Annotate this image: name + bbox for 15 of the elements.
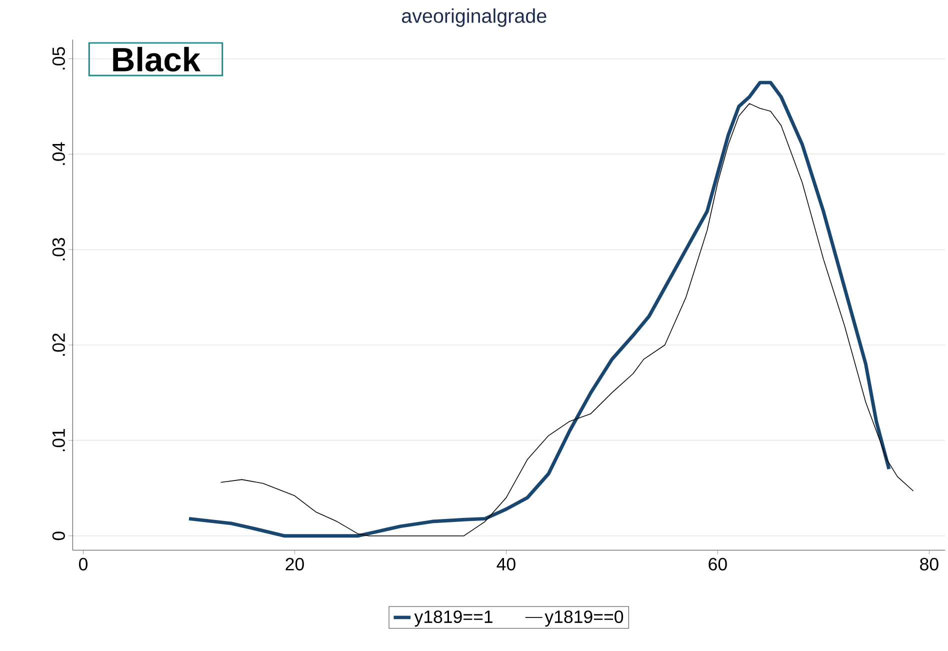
x-tick-label: 60 xyxy=(708,558,727,570)
legend-label: y1819==1 xyxy=(414,610,492,626)
x-tick-label: 80 xyxy=(920,558,938,570)
y-tick-label: .03 xyxy=(52,238,65,260)
annotation: Black xyxy=(113,46,201,72)
chart-title: aveoriginalgrade xyxy=(402,8,546,27)
y-tick-label: .01 xyxy=(52,428,65,452)
y-tick-label: .04 xyxy=(52,142,65,165)
y-tick-label: .05 xyxy=(52,46,65,70)
x-tick-label: 0 xyxy=(79,558,88,570)
y-tick-label: 0 xyxy=(52,531,65,540)
y-tick-label: .02 xyxy=(52,333,65,356)
x-tick-label: 40 xyxy=(496,558,516,570)
x-tick-label: 20 xyxy=(286,558,304,570)
legend-label: y1819==0 xyxy=(544,610,624,626)
